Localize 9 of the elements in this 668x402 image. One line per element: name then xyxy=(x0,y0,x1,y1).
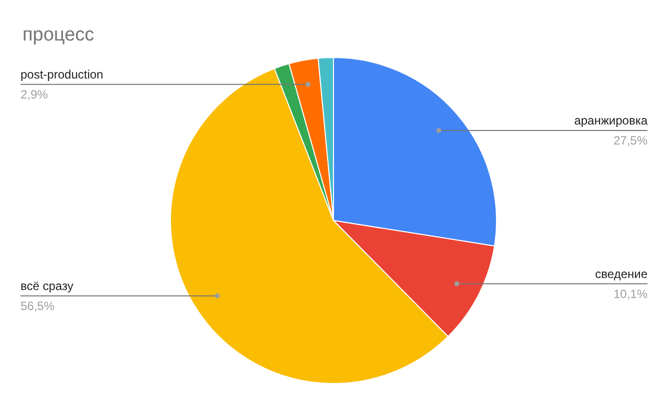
data-label: 56,5% xyxy=(20,298,55,313)
data-label: 27,5% xyxy=(613,134,648,148)
data-label: 10,1% xyxy=(613,286,648,301)
slice-label: сведение xyxy=(595,266,648,281)
chart-title: процесс xyxy=(22,24,94,46)
slice-label: post-production xyxy=(20,67,104,82)
data-label: 2,9% xyxy=(20,87,48,102)
slice-label: аранжировка xyxy=(574,114,648,128)
slice-label: всё сразу xyxy=(20,278,74,293)
